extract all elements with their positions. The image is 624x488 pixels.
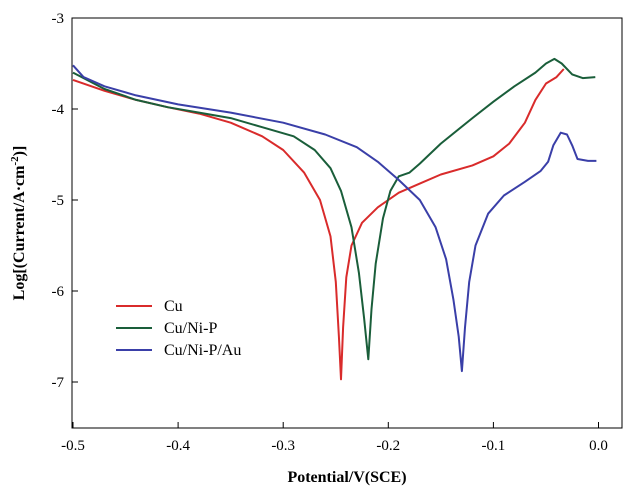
legend: Cu Cu/Ni-P Cu/Ni-P/Au xyxy=(116,298,241,359)
legend-label: Cu/Ni-P xyxy=(164,320,217,337)
x-axis-title: Potential/V(SCE) xyxy=(287,469,406,486)
x-tick-label: -0.2 xyxy=(376,438,400,454)
y-axis-title: Log[(Current/A·cm-2)] xyxy=(9,146,28,301)
x-tick-label: -0.3 xyxy=(271,438,295,454)
y-tick-label: -4 xyxy=(52,102,65,118)
series-line xyxy=(72,57,596,361)
y-tick-label: -7 xyxy=(52,375,65,391)
series-layer xyxy=(72,57,597,381)
y-axis-title-main: Log[(Current/A·cm xyxy=(11,165,28,300)
legend-label: Cu/Ni-P/Au xyxy=(164,342,241,359)
x-tick-label: -0.4 xyxy=(166,438,190,454)
y-axis-ticks: -7 -6 -5 -4 -3 xyxy=(52,11,78,391)
y-axis-title-end: )] xyxy=(11,146,28,157)
x-tick-label: -0.5 xyxy=(61,438,85,454)
legend-label: Cu xyxy=(164,298,183,315)
y-tick-label: -3 xyxy=(52,11,65,27)
y-axis-title-superscript: -2 xyxy=(9,156,21,166)
x-axis-ticks: -0.5 -0.4 -0.3 -0.2 -0.1 0.0 xyxy=(61,422,608,454)
x-tick-label: -0.1 xyxy=(482,438,506,454)
x-tick-label: 0.0 xyxy=(589,438,608,454)
y-tick-label: -5 xyxy=(52,193,65,209)
y-tick-label: -6 xyxy=(52,284,65,300)
plot-area-frame xyxy=(71,17,623,429)
series-line xyxy=(72,68,565,381)
series-line xyxy=(72,64,597,373)
